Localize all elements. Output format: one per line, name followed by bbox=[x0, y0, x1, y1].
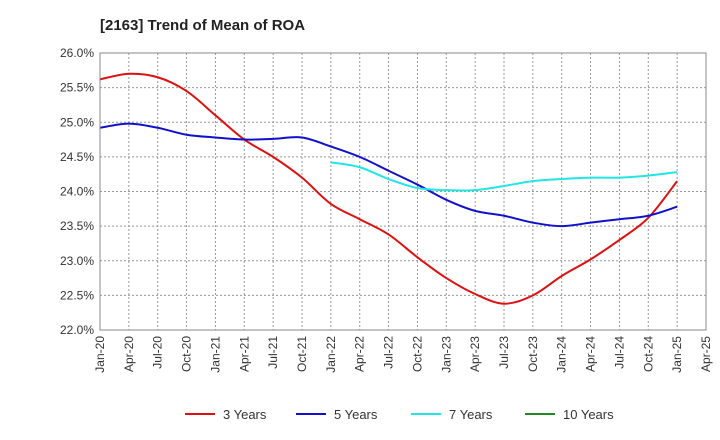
series-lines bbox=[99, 72, 678, 305]
x-tick-label: Jan-25 bbox=[670, 336, 684, 373]
x-tick-label: Jan-23 bbox=[439, 336, 453, 373]
series-line-5-years bbox=[99, 122, 678, 228]
x-tick-label: Jul-24 bbox=[612, 336, 626, 369]
series-line-7-years bbox=[330, 161, 678, 192]
x-tick-label: Jan-21 bbox=[208, 336, 222, 373]
x-tick-label: Jul-22 bbox=[382, 336, 396, 369]
x-axis-ticks: Jan-20 Apr-20 Jul-20 Oct-20 Jan-21 Apr-21 Jul-… bbox=[93, 336, 713, 373]
grid-lines bbox=[100, 53, 706, 330]
y-tick-label: 23.5% bbox=[60, 219, 94, 233]
chart-title: [2163] Trend of Mean of ROA bbox=[100, 17, 305, 34]
plot-frame bbox=[99, 52, 707, 331]
x-tick-label: Oct-24 bbox=[641, 336, 655, 372]
x-tick-label: Apr-25 bbox=[699, 336, 713, 372]
x-tick-label: Apr-23 bbox=[468, 336, 482, 372]
x-tick-label: Jul-20 bbox=[151, 336, 165, 369]
x-tick-label: Oct-20 bbox=[180, 336, 194, 372]
x-tick-label: Oct-23 bbox=[526, 336, 540, 372]
series-line-3-years bbox=[99, 72, 678, 305]
x-tick-label: Jul-21 bbox=[266, 336, 280, 369]
legend: 3 Years 5 Years 7 Years 10 Years bbox=[185, 407, 614, 422]
x-tick-label: Jan-24 bbox=[555, 336, 569, 373]
legend-label-3-years: 3 Years bbox=[223, 407, 267, 422]
x-tick-label: Oct-21 bbox=[295, 336, 309, 372]
y-tick-label: 26.0% bbox=[60, 46, 94, 60]
legend-label-5-years: 5 Years bbox=[334, 407, 378, 422]
x-tick-label: Jul-23 bbox=[497, 336, 511, 369]
x-tick-label: Apr-22 bbox=[353, 336, 367, 372]
y-tick-label: 23.0% bbox=[60, 254, 94, 268]
y-tick-label: 24.0% bbox=[60, 185, 94, 199]
y-tick-label: 22.0% bbox=[60, 323, 94, 337]
legend-label-10-years: 10 Years bbox=[563, 407, 614, 422]
x-tick-label: Jan-20 bbox=[93, 336, 107, 373]
x-tick-label: Jan-22 bbox=[324, 336, 338, 373]
x-tick-label: Apr-24 bbox=[584, 336, 598, 372]
x-tick-label: Apr-20 bbox=[122, 336, 136, 372]
x-tick-label: Apr-21 bbox=[237, 336, 251, 372]
y-tick-label: 25.5% bbox=[60, 81, 94, 95]
legend-label-7-years: 7 Years bbox=[449, 407, 493, 422]
y-axis-ticks: 22.0% 22.5% 23.0% 23.5% 24.0% 24.5% 25.0% 25.5%… bbox=[60, 46, 94, 337]
y-tick-label: 24.5% bbox=[60, 150, 94, 164]
y-tick-label: 25.0% bbox=[60, 115, 94, 129]
y-tick-label: 22.5% bbox=[60, 288, 94, 302]
x-tick-label: Oct-22 bbox=[410, 336, 424, 372]
